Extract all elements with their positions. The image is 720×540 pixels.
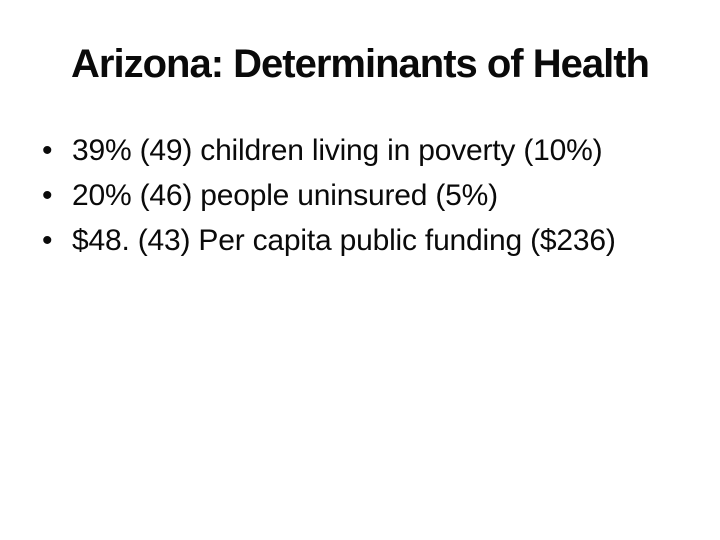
bullet-dot-icon: • xyxy=(42,178,53,212)
bullet-item-public-funding: • $48. (43) Per capita public funding ($… xyxy=(0,218,720,263)
bullet-text: 39% (49) children living in poverty (10%… xyxy=(72,133,603,167)
slide-title: Arizona: Determinants of Health xyxy=(71,42,650,86)
bullet-dot-icon: • xyxy=(42,133,53,167)
bullet-item-uninsured: • 20% (46) people uninsured (5%) xyxy=(0,173,720,218)
bullet-dot-icon: • xyxy=(42,223,53,257)
bullet-text: $48. (43) Per capita public funding ($23… xyxy=(72,223,616,257)
bullet-list: • 39% (49) children living in poverty (1… xyxy=(0,128,720,263)
bullet-item-children-poverty: • 39% (49) children living in poverty (1… xyxy=(0,128,720,173)
bullet-text: 20% (46) people uninsured (5%) xyxy=(72,178,498,212)
